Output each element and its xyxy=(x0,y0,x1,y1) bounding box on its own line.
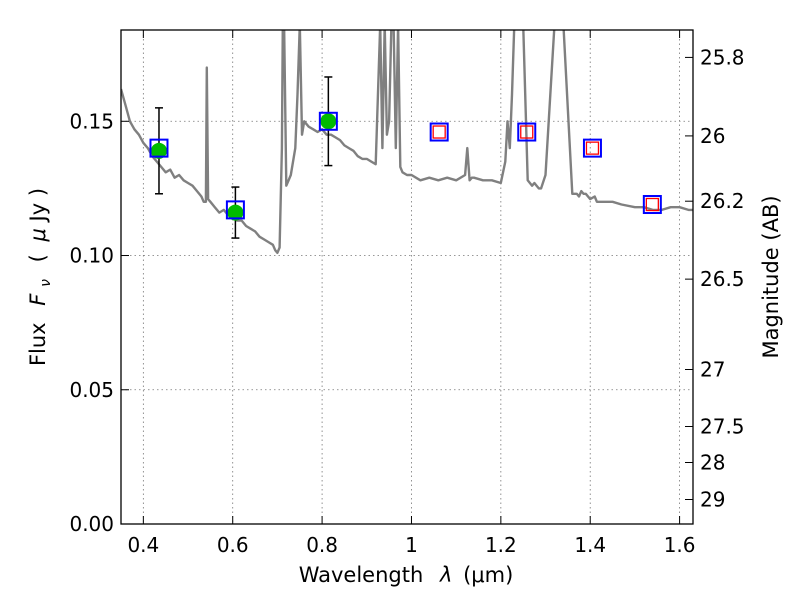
y2-tick-label: 27.5 xyxy=(700,415,745,439)
model-spectrum-line xyxy=(121,30,693,255)
y2-tick-label: 25.8 xyxy=(700,45,745,69)
y-tick-label: 0.15 xyxy=(69,109,114,133)
model-flux-square xyxy=(429,122,449,142)
model-flux-square xyxy=(642,195,662,215)
observed-flux-point xyxy=(150,142,167,159)
predicted-flux-square xyxy=(520,125,534,139)
y-ticks: 0.00 0.05 0.10 0.15 xyxy=(69,109,129,536)
model-flux-square xyxy=(225,200,245,220)
observed-flux-point xyxy=(227,204,244,221)
model-flux-square xyxy=(582,138,602,158)
x-ticks: 0.4 0.6 0.8 1 1.2 1.4 1.6 xyxy=(127,30,696,557)
x-tick-label: 0.4 xyxy=(127,533,159,557)
predicted-flux-square xyxy=(645,197,659,212)
plot-frame xyxy=(120,29,694,525)
x-tick-label: 1.2 xyxy=(485,533,517,557)
predicted-flux-square xyxy=(432,125,446,139)
x-tick-label: 1.6 xyxy=(664,533,696,557)
y-tick-label: 0.10 xyxy=(69,244,114,268)
predicted-flux-square xyxy=(585,141,600,155)
model-flux-square xyxy=(149,138,169,158)
y2-axis-title: Magnitude (AB) xyxy=(759,195,783,358)
x-tick-label: 1.4 xyxy=(574,533,606,557)
photometry-markers-layer xyxy=(149,76,662,239)
y-axis-title: Flux F ν ( μ Jy ) xyxy=(26,188,55,366)
y2-ticks: 25.8 26 26.2 26.5 27 27.5 28 29 xyxy=(685,45,745,512)
x-tick-label: 1 xyxy=(405,533,418,557)
model-flux-square xyxy=(318,111,338,131)
observed-flux-point xyxy=(320,113,337,130)
y2-tick-label: 26.5 xyxy=(700,267,745,291)
y-tick-label: 0.05 xyxy=(69,378,114,402)
y2-tick-label: 26.2 xyxy=(700,189,745,213)
y2-tick-label: 26 xyxy=(700,124,725,148)
y2-tick-label: 29 xyxy=(700,488,725,512)
y2-tick-label: 27 xyxy=(700,357,725,381)
plot-background xyxy=(121,30,693,524)
x-tick-label: 0.8 xyxy=(306,533,338,557)
y2-tick-label: 28 xyxy=(700,450,725,474)
model-flux-square xyxy=(517,122,537,142)
y-tick-label: 0.00 xyxy=(69,512,114,536)
x-tick-label: 0.6 xyxy=(217,533,249,557)
model-spectrum-layer xyxy=(121,30,693,255)
x-axis-title: Wavelength λ (μm) xyxy=(299,563,514,587)
